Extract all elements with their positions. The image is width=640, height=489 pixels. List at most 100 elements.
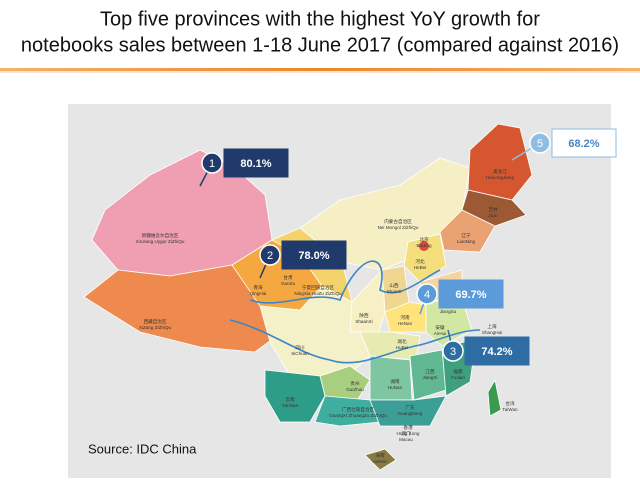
region-name-en: GanSu [281, 281, 296, 286]
region-name-en: HaiNan [372, 459, 388, 464]
region-name-zh: 山西 [389, 282, 399, 289]
callout-value: 68.2% [568, 138, 599, 150]
callout-rank: 5 [537, 138, 543, 150]
region-name-en: HuNan [388, 385, 403, 390]
callout-marker [259, 244, 281, 266]
callout-value: 69.7% [455, 289, 486, 301]
region-name-en: YunNan [282, 403, 299, 408]
region-name-en: JiLin [488, 213, 498, 218]
region-name-zh: 甘肃 [283, 274, 293, 281]
province [314, 395, 381, 427]
region-name-zh: 湖北 [397, 338, 407, 345]
region-name-en: ShaanXi [355, 319, 372, 324]
province [461, 189, 527, 227]
region-name-zh: 上海 [487, 323, 497, 330]
callouts: 1 80.1% 2 78.0% 3 74.2% 4 69.7% 5 68.2% [199, 128, 617, 366]
callout-rank: 1 [209, 158, 215, 170]
province [439, 209, 496, 253]
callout-marker [442, 340, 464, 362]
region-name-en: AnHui [434, 331, 447, 336]
region-name-en: GuangDong [398, 411, 423, 416]
region-name-zh: 河北 [415, 258, 425, 265]
callout-rank: 3 [450, 346, 456, 358]
callout-marker [416, 283, 438, 305]
region-name-zh: 新疆维吾尔自治区 [142, 232, 179, 239]
region-name-zh: 广东 [405, 404, 415, 411]
region-name-en: QingHai [250, 291, 267, 296]
region-name-en: JiangXi [422, 375, 437, 380]
region-name-zh: 辽宁 [461, 232, 471, 239]
region-name-en: Hong Kong [397, 431, 420, 436]
province [369, 395, 447, 427]
source: Source: IDC China [88, 441, 197, 456]
region-name-zh: 海南 [375, 452, 385, 459]
region-name-en: HeBei [414, 265, 427, 270]
region-name-en: Nei Mongol ZiZhiQu [378, 225, 419, 230]
region-name-zh: 湖南 [390, 378, 400, 385]
region-name-en: ShanXi [387, 289, 402, 294]
callout-box [223, 148, 289, 178]
region-name-zh: 安徽 [435, 324, 445, 331]
region-name-zh: 台湾 [505, 400, 515, 407]
river [249, 260, 441, 304]
callout-box [464, 336, 530, 366]
callout-marker [529, 132, 551, 154]
region-name-en: LiaoNing [457, 239, 476, 244]
province [364, 448, 397, 471]
region-name-en: GuiZhou [346, 387, 364, 392]
callout-value: 78.0% [298, 250, 329, 262]
region-name-en: ShangHai [482, 330, 502, 335]
region-name-zh: 江西 [425, 368, 435, 375]
callout-box [438, 279, 504, 309]
region-name-en: HuBei [396, 345, 409, 350]
callout-value: 74.2% [481, 346, 512, 358]
region-name-en: NingXia HuiZu ZiZhiQu [294, 291, 342, 296]
region-name-zh: 黑龙江 [493, 168, 507, 175]
callout-box [551, 128, 617, 158]
region-name-en: HeiLongJiang [486, 175, 515, 180]
region-name-zh: 广西壮族自治区 [342, 406, 375, 413]
region-name-en: FuJian [451, 375, 465, 380]
region-name-zh: 内蒙古自治区 [384, 218, 412, 225]
province [264, 369, 326, 423]
region-name-en: BeiJing [416, 243, 432, 248]
region-name-zh: 贵州 [350, 380, 360, 387]
callout-rank: 2 [267, 250, 273, 262]
callout-rank: 4 [424, 289, 430, 301]
region-name-zh: 河南 [400, 314, 410, 320]
callout-box [281, 240, 347, 270]
region-name-zh: 澳门 [401, 430, 411, 437]
region-name-zh: 陕西 [359, 312, 369, 319]
region-name-zh: 福建 [453, 368, 463, 375]
region-name-zh: 北京 [419, 236, 429, 243]
region-name-zh: 吉林 [488, 206, 498, 213]
region-name-zh: 云南 [285, 396, 295, 403]
title-rule-shadow [0, 71, 640, 73]
region-name-zh: 四川 [295, 345, 305, 350]
region-name-en: SiChuan [291, 351, 309, 356]
region-name-en: XiZang ZiZhiQu [139, 325, 172, 330]
region-name-en: XinJiang Uygur ZiZhiQu [136, 239, 185, 244]
title-rule [0, 68, 640, 71]
river [229, 319, 481, 364]
callout-marker [201, 152, 223, 174]
region-name-en: GuangXi ZhuangZu ZiZhiQu [329, 413, 387, 418]
title-line: notebooks sales between 1-18 June 2017 (… [21, 34, 619, 56]
province [259, 285, 371, 381]
region-name-en: JiangSu [440, 309, 457, 314]
region-name-zh: 宁夏回族自治区 [302, 284, 335, 291]
region-name-en: Macau [399, 437, 413, 442]
region-name-en: HeNan [398, 321, 413, 326]
province [419, 241, 429, 251]
title-line: Top five provinces with the highest YoY … [100, 8, 540, 30]
region-name-zh: 西藏自治区 [144, 318, 167, 325]
callout-value: 80.1% [240, 158, 271, 170]
region-name-en: TaiWan [502, 407, 518, 412]
region-name-zh: 香港 [403, 424, 413, 431]
province [487, 378, 502, 417]
province [369, 355, 413, 401]
region-name-zh: 青海 [253, 284, 263, 291]
